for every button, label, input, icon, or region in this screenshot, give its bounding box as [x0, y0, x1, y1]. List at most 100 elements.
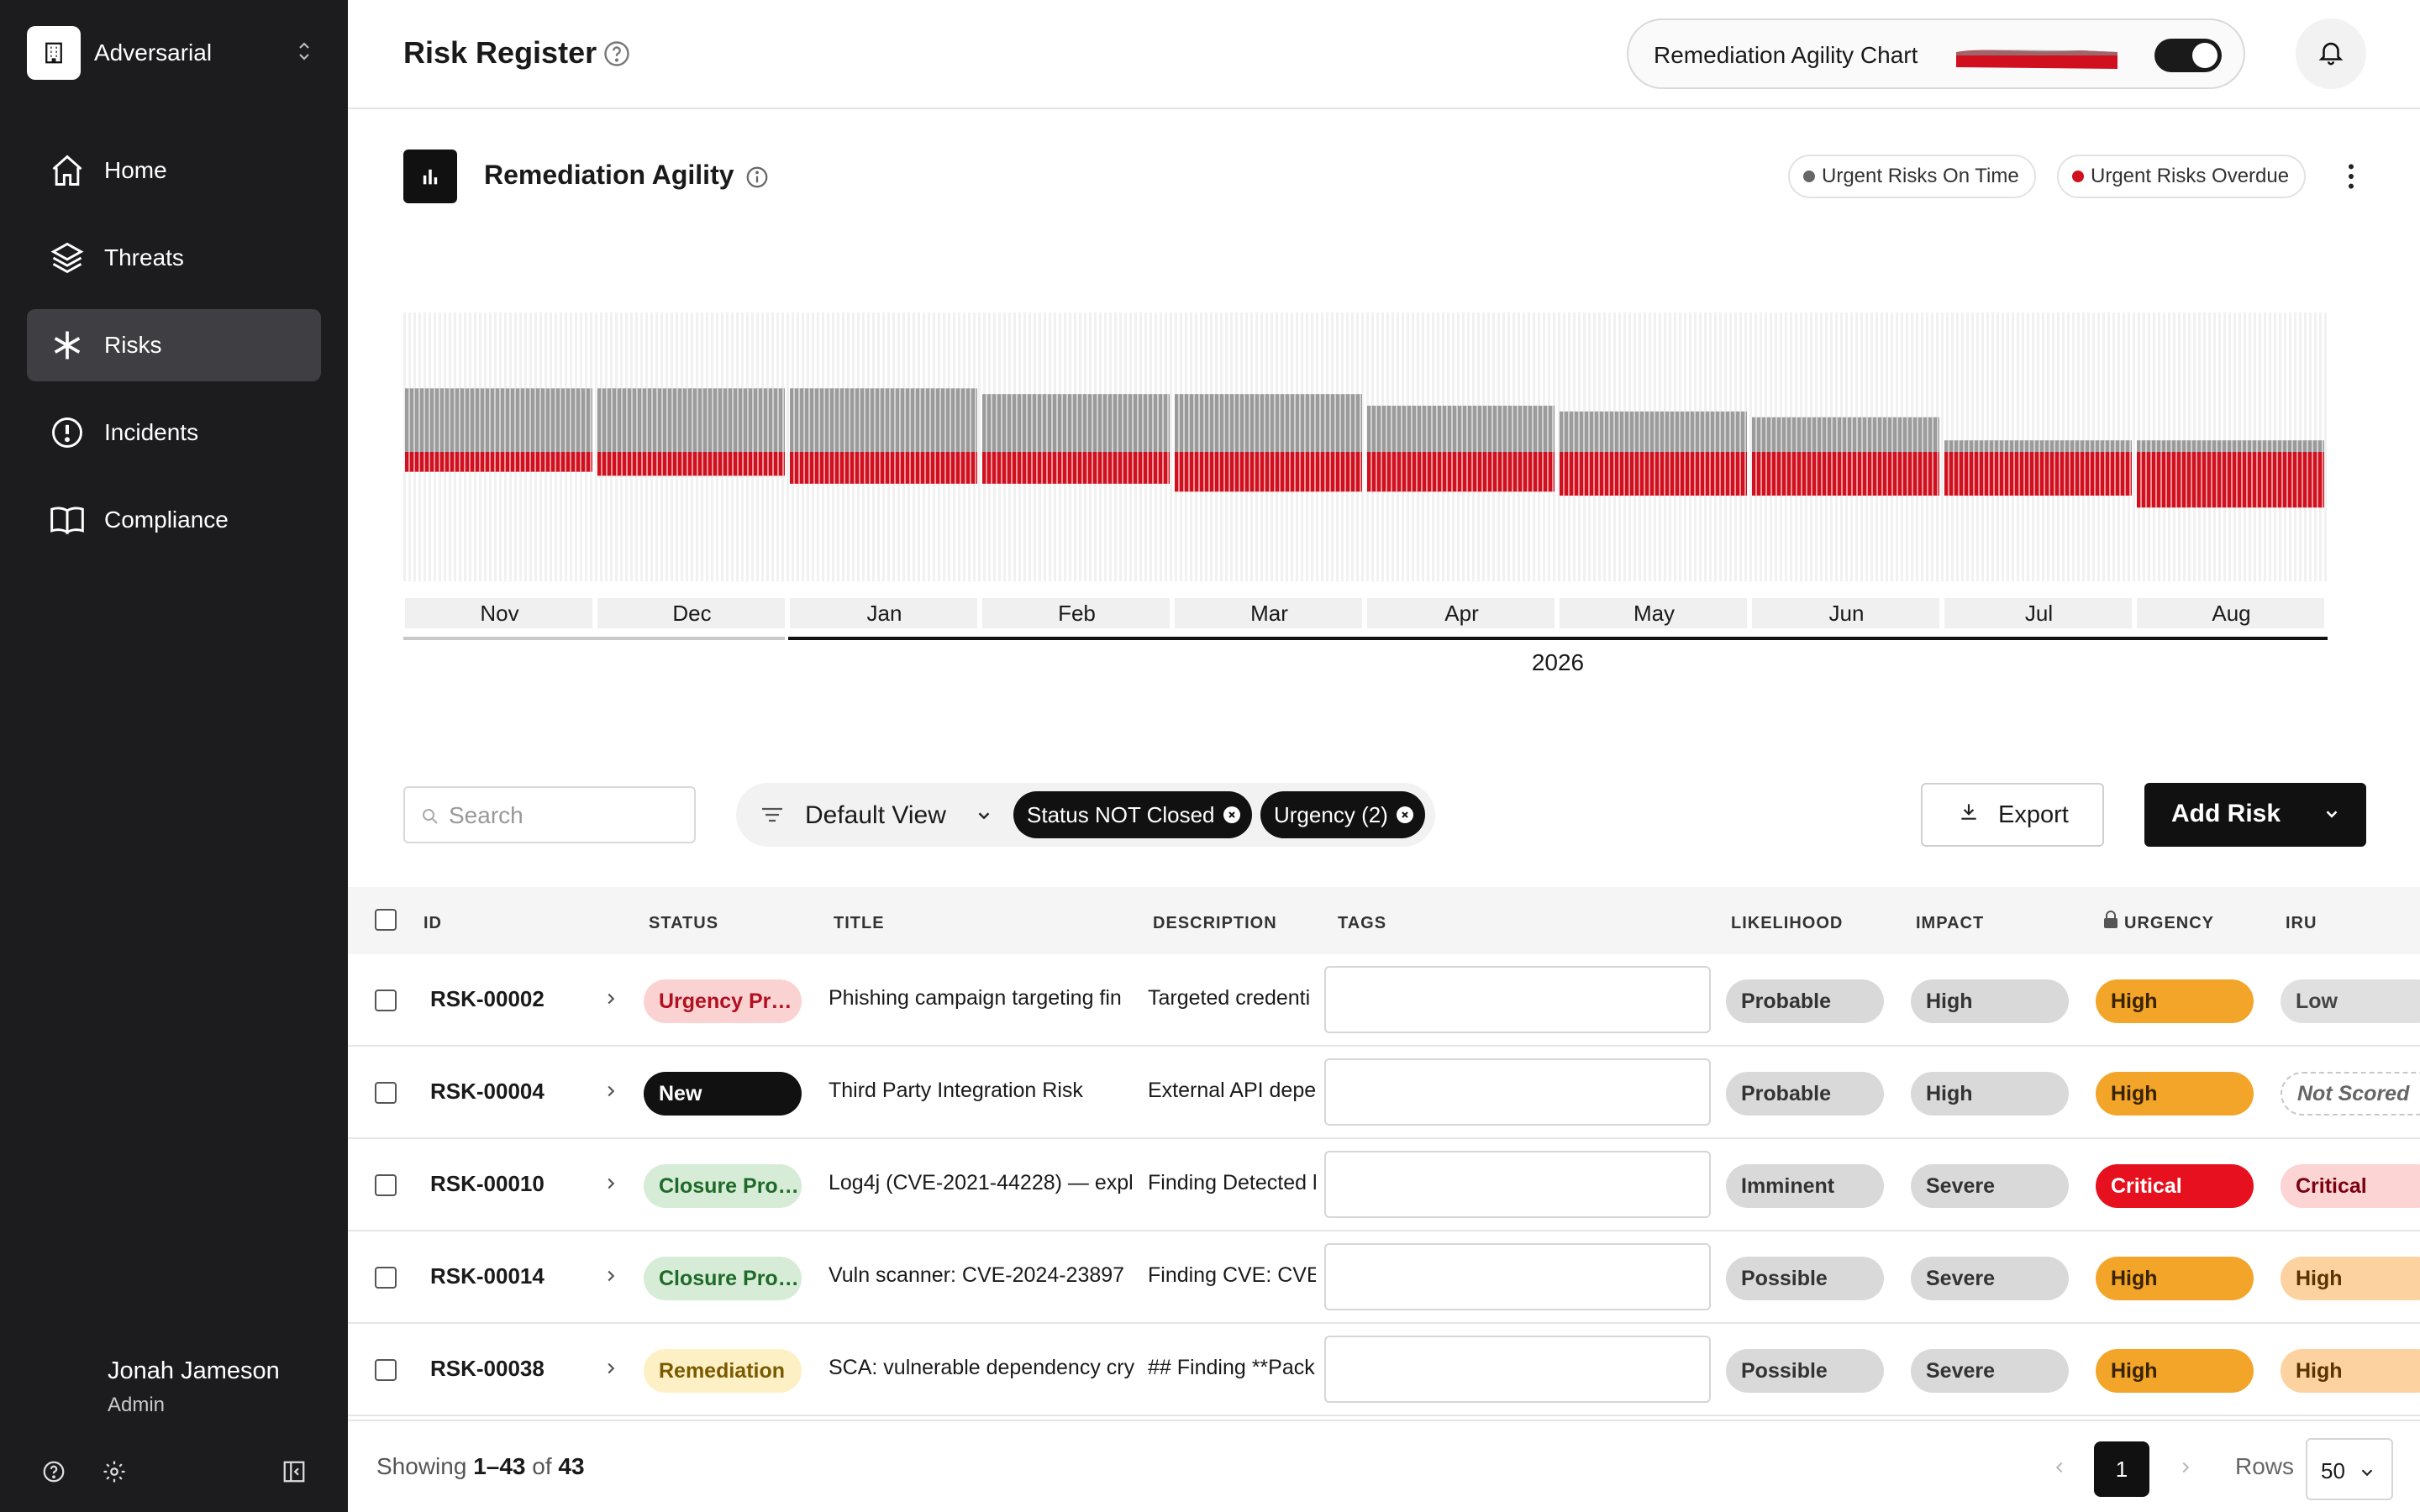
status-badge[interactable]: Closure Pro… [644, 1164, 802, 1208]
bar-overdue-May[interactable] [1560, 452, 1747, 496]
search-field[interactable] [403, 786, 696, 843]
chart-toggle-control[interactable]: Remediation Agility Chart [1627, 18, 2245, 89]
legend-on-time[interactable]: Urgent Risks On Time [1788, 155, 2036, 198]
row-checkbox[interactable] [375, 990, 397, 1011]
bar-on-time-Jun[interactable] [1752, 417, 1939, 452]
sidebar-item-home[interactable]: Home [27, 134, 321, 207]
row-checkbox[interactable] [375, 1359, 397, 1381]
sidebar-item-risks[interactable]: Risks [27, 309, 321, 381]
column-header-likelihood[interactable]: LIKELIHOOD [1731, 914, 1844, 932]
bar-on-time-Dec[interactable] [597, 388, 785, 452]
risk-id[interactable]: RSK-00038 [430, 1356, 544, 1381]
bar-on-time-Apr[interactable] [1367, 405, 1555, 452]
sidebar-item-threats[interactable]: Threats [27, 222, 321, 294]
chevron-right-icon[interactable] [2176, 1458, 2195, 1481]
iru-badge[interactable]: Critical [2281, 1164, 2420, 1208]
iru-badge[interactable]: High [2281, 1349, 2420, 1393]
chart-toggle-switch[interactable] [2154, 39, 2222, 72]
table-row[interactable]: RSK-00010 Closure Pro… Log4j (CVE-2021-442… [348, 1139, 2420, 1231]
column-header-id[interactable]: ID [424, 914, 442, 932]
likelihood-badge[interactable]: Possible [1726, 1257, 1884, 1300]
iru-badge[interactable]: Low [2281, 979, 2420, 1023]
export-button[interactable]: Export [1921, 783, 2104, 847]
impact-badge[interactable]: High [1911, 979, 2069, 1023]
close-icon[interactable] [1223, 806, 1240, 823]
tags-input[interactable] [1324, 966, 1711, 1033]
tags-input[interactable] [1324, 1336, 1711, 1403]
likelihood-badge[interactable]: Imminent [1726, 1164, 1884, 1208]
bar-on-time-May[interactable] [1560, 411, 1747, 452]
sidebar-item-incidents[interactable]: Incidents [27, 396, 321, 469]
impact-badge[interactable]: High [1911, 1072, 2069, 1116]
impact-badge[interactable]: Severe [1911, 1257, 2069, 1300]
row-checkbox[interactable] [375, 1267, 397, 1289]
bar-on-time-Feb[interactable] [982, 394, 1170, 452]
bar-on-time-Jul[interactable] [1944, 440, 2132, 452]
bar-on-time-Mar[interactable] [1175, 394, 1362, 452]
status-badge[interactable]: Urgency Pr… [644, 979, 802, 1023]
chevron-right-icon[interactable] [602, 1267, 620, 1289]
gear-icon[interactable] [97, 1455, 131, 1488]
page-button-current[interactable]: 1 [2094, 1441, 2149, 1497]
chevron-left-icon[interactable] [2050, 1458, 2069, 1481]
tags-input[interactable] [1324, 1151, 1711, 1218]
chevron-down-icon[interactable] [2323, 805, 2341, 827]
column-header-urgency[interactable]: URGENCY [2124, 914, 2215, 932]
urgency-badge[interactable]: High [2096, 1349, 2254, 1393]
notifications-button[interactable] [2296, 18, 2366, 89]
risk-id[interactable]: RSK-00002 [430, 986, 544, 1011]
impact-badge[interactable]: Severe [1911, 1349, 2069, 1393]
help-icon[interactable] [37, 1455, 71, 1488]
risk-id[interactable]: RSK-00010 [430, 1171, 544, 1196]
legend-overdue[interactable]: Urgent Risks Overdue [2057, 155, 2307, 198]
bar-overdue-Apr[interactable] [1367, 452, 1555, 492]
add-risk-button[interactable]: Add Risk [2144, 783, 2366, 847]
bar-overdue-Dec[interactable] [597, 452, 785, 476]
bar-overdue-Aug[interactable] [2137, 452, 2324, 508]
help-circle-icon[interactable] [602, 39, 632, 73]
status-badge[interactable]: New [644, 1072, 802, 1116]
bar-on-time-Jan[interactable] [790, 388, 977, 452]
column-header-title[interactable]: TITLE [834, 914, 885, 932]
column-header-description[interactable]: DESCRIPTION [1153, 914, 1277, 932]
likelihood-badge[interactable]: Possible [1726, 1349, 1884, 1393]
bar-overdue-Nov[interactable] [405, 452, 592, 472]
filter-chip-urgency[interactable]: Urgency (2) [1260, 791, 1425, 838]
risk-id[interactable]: RSK-00004 [430, 1079, 544, 1104]
urgency-badge[interactable]: High [2096, 1257, 2254, 1300]
user-profile[interactable]: Jonah Jameson Admin [108, 1357, 280, 1417]
status-badge[interactable]: Closure Pro… [644, 1257, 802, 1300]
table-row[interactable]: RSK-00038 Remediation SCA: vulnerable depe… [348, 1324, 2420, 1416]
filter-chip-status[interactable]: Status NOT Closed [1013, 791, 1252, 838]
search-input[interactable] [449, 800, 684, 832]
info-icon[interactable] [744, 165, 770, 194]
bar-overdue-Jul[interactable] [1944, 452, 2132, 496]
table-row[interactable]: RSK-00004 New Third Party Integration Risk… [348, 1047, 2420, 1139]
bar-overdue-Feb[interactable] [982, 452, 1170, 484]
bar-overdue-Jan[interactable] [790, 452, 977, 484]
tags-input[interactable] [1324, 1243, 1711, 1310]
close-icon[interactable] [1396, 806, 1413, 823]
iru-badge[interactable]: High [2281, 1257, 2420, 1300]
risk-id[interactable]: RSK-00014 [430, 1263, 544, 1289]
select-all-checkbox[interactable] [375, 909, 397, 931]
urgency-badge[interactable]: High [2096, 979, 2254, 1023]
org-switcher[interactable]: Adversarial [27, 25, 321, 81]
column-header-tags[interactable]: TAGS [1338, 914, 1387, 932]
table-row[interactable]: RSK-00014 Closure Pro… Vuln scanner: CVE-2… [348, 1231, 2420, 1324]
column-header-impact[interactable]: IMPACT [1916, 914, 1985, 932]
bar-on-time-Nov[interactable] [405, 388, 592, 452]
chevron-right-icon[interactable] [602, 1174, 620, 1197]
chevron-right-icon[interactable] [602, 1082, 620, 1105]
bar-overdue-Mar[interactable] [1175, 452, 1362, 492]
impact-badge[interactable]: Severe [1911, 1164, 2069, 1208]
row-checkbox[interactable] [375, 1174, 397, 1196]
collapse-sidebar-icon[interactable] [277, 1455, 311, 1488]
tags-input[interactable] [1324, 1058, 1711, 1126]
more-vertical-icon[interactable] [2334, 160, 2368, 197]
filter-lines-icon[interactable] [761, 806, 783, 827]
row-checkbox[interactable] [375, 1082, 397, 1104]
column-header-iru[interactable]: IRU [2286, 914, 2317, 932]
likelihood-badge[interactable]: Probable [1726, 1072, 1884, 1116]
chevron-down-icon[interactable] [975, 806, 993, 829]
